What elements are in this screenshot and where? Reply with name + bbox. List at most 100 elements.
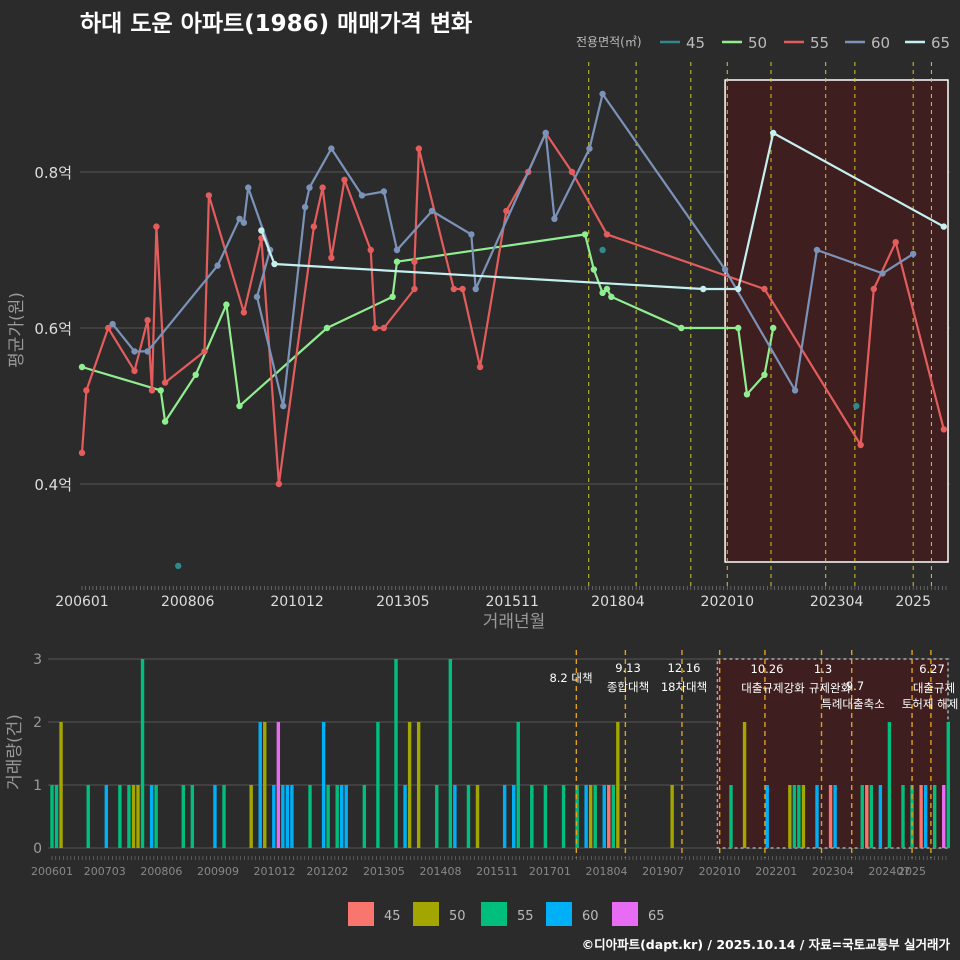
bar-60 <box>104 785 109 848</box>
data-point-55 <box>105 324 112 332</box>
data-point-55 <box>761 285 768 293</box>
data-point-60 <box>328 145 335 152</box>
data-point-55 <box>367 246 374 254</box>
bar-x-tick-label: 202407 <box>868 865 910 878</box>
legend-label-50: 50 <box>748 34 767 52</box>
bar-55 <box>561 785 566 848</box>
data-point-65 <box>735 285 742 293</box>
bar-55 <box>611 785 615 848</box>
x-tick-label: 2025 <box>895 594 931 610</box>
data-point-50 <box>223 301 230 308</box>
bar-55 <box>543 785 548 848</box>
data-point-60 <box>393 246 401 254</box>
bar-60 <box>584 785 588 848</box>
data-point-50 <box>599 289 606 297</box>
bar-55 <box>946 722 950 848</box>
bar-55 <box>362 785 367 848</box>
bar-x-tick-label: 202304 <box>812 865 854 878</box>
data-point-50 <box>157 387 164 394</box>
bar-60 <box>290 785 294 848</box>
data-point-55 <box>450 285 458 293</box>
policy-annotation: 1.3 <box>814 662 832 676</box>
data-point-50 <box>236 402 243 410</box>
data-point-60 <box>468 231 475 238</box>
bar-55 <box>222 785 226 848</box>
data-point-50 <box>603 285 611 293</box>
bar-60 <box>833 785 837 848</box>
bar-55 <box>869 785 874 848</box>
data-point-60 <box>472 285 479 293</box>
bar-55 <box>140 659 145 848</box>
data-point-45 <box>599 246 606 254</box>
data-point-55 <box>205 192 213 199</box>
bar-x-tick-label: 201012 <box>254 865 296 878</box>
bar-60 <box>340 785 344 848</box>
policy-annotation: 10.26 <box>751 662 784 676</box>
bar-55 <box>181 785 185 848</box>
data-point-60 <box>358 192 366 199</box>
legend-label-65: 65 <box>931 34 950 52</box>
bar-55 <box>326 785 330 848</box>
legend-label-45: 45 <box>686 34 705 52</box>
data-point-50 <box>192 371 199 378</box>
bar-45 <box>919 785 923 848</box>
data-point-55 <box>857 441 864 449</box>
bar-50 <box>588 785 593 848</box>
data-point-60 <box>280 402 287 410</box>
bar-60 <box>502 785 507 848</box>
x-axis-label: 거래년월 <box>483 612 546 632</box>
data-point-65 <box>271 260 278 268</box>
bar-x-tick-label: 201804 <box>586 865 628 878</box>
data-point-55 <box>83 387 90 394</box>
data-point-55 <box>328 254 335 261</box>
bar-legend-swatch-60 <box>546 902 572 926</box>
bar-60 <box>453 785 457 848</box>
data-point-55 <box>476 363 484 371</box>
data-point-65 <box>940 223 948 230</box>
bar-60 <box>285 785 290 848</box>
data-point-60 <box>380 188 388 195</box>
bar-55 <box>190 785 195 848</box>
bar-55 <box>860 785 864 848</box>
data-point-55 <box>371 324 379 332</box>
bar-55 <box>127 785 131 848</box>
policy-annotation: 8.2 대책 <box>549 671 592 685</box>
data-point-55 <box>870 285 878 293</box>
bar-x-tick-label: 200909 <box>197 865 239 878</box>
policy-annotation: 종합대책 <box>607 680 649 694</box>
y-tick-label: 0.4억 <box>34 476 72 494</box>
bar-45 <box>607 785 611 848</box>
data-point-60 <box>791 387 799 394</box>
bar-50 <box>131 785 136 848</box>
bar-y-tick-label: 1 <box>33 778 42 794</box>
bar-legend-swatch-55 <box>481 902 507 926</box>
data-point-60 <box>144 348 151 355</box>
legend-title: 전용면적(㎡) <box>576 35 642 49</box>
series-line-65 <box>260 131 945 291</box>
bar-65 <box>276 722 281 848</box>
data-point-65 <box>700 285 707 293</box>
bar-x-tick-label: 202201 <box>755 865 797 878</box>
bar-55 <box>118 785 122 848</box>
credit-text: ©디아파트(dapt.kr) / 2025.10.14 / 자료=국토교통부 실… <box>581 937 950 952</box>
bar-x-tick-label: 200703 <box>84 865 126 878</box>
bar-60 <box>815 785 819 848</box>
data-point-45 <box>175 562 182 570</box>
data-point-55 <box>144 317 151 324</box>
data-point-60 <box>245 184 252 191</box>
bar-55 <box>154 785 158 848</box>
policy-annotation: 18차대책 <box>661 680 707 694</box>
data-point-60 <box>721 266 729 273</box>
data-point-50 <box>393 258 401 265</box>
data-point-60 <box>131 348 138 355</box>
bar-50 <box>475 785 480 848</box>
bar-60 <box>344 785 348 848</box>
policy-annotation: 특례대출축소 <box>821 697 884 711</box>
data-point-55 <box>892 239 899 246</box>
data-point-60 <box>586 145 593 152</box>
data-point-60 <box>909 250 917 258</box>
policy-annotation: 규제완화 <box>809 681 852 695</box>
policy-annotation: 6.27 <box>919 662 945 676</box>
data-point-60 <box>236 215 243 222</box>
